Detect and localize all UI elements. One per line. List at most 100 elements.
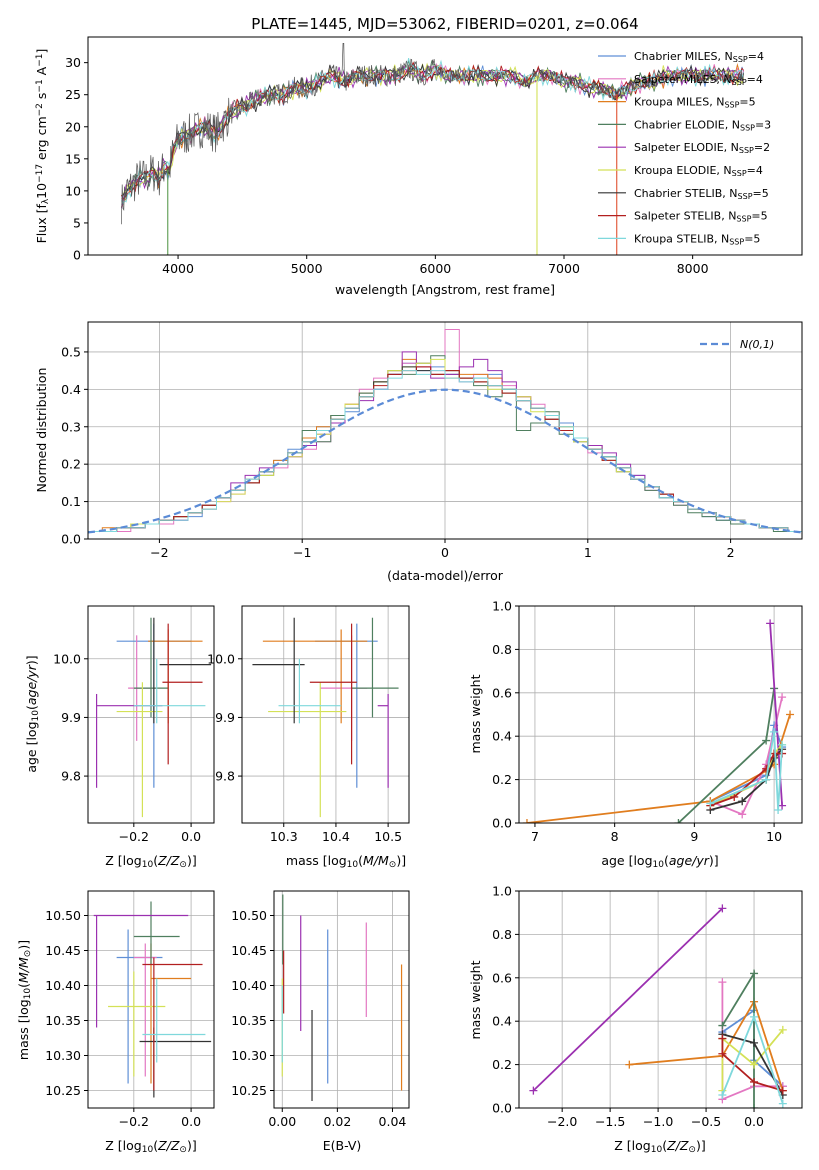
x-tick-label: 10: [766, 829, 782, 844]
y-tick-label: 9.9: [215, 710, 235, 725]
x-tick-label: 10.4: [322, 829, 350, 844]
error-bar-point: [139, 1027, 212, 1098]
weight-marker: [718, 1021, 727, 1030]
x-axis-label: Z [log10(Z/Z⊙)]: [105, 853, 196, 870]
error-bar-point: [142, 957, 203, 1091]
y-tick-label: 0.2: [61, 457, 81, 472]
weight-marker: [750, 1104, 759, 1108]
weight-marker: [718, 1090, 727, 1099]
weight-line: [721, 1029, 784, 1091]
x-tick-label: 10.3: [270, 829, 298, 844]
weight-marker: [730, 792, 739, 801]
weight-marker: [770, 727, 779, 736]
x-tick-label: 9: [690, 829, 698, 844]
y-tick-label: 0.2: [492, 772, 512, 787]
axes-frame: [87, 321, 803, 540]
x-tick-label: 4000: [162, 261, 194, 276]
error-bar-point: [95, 693, 163, 788]
weight-marker: [750, 1077, 759, 1086]
error-bar-point: [108, 971, 166, 1077]
x-axis-label: Z [log10(Z/Z⊙)]: [614, 1138, 705, 1155]
weight-series: [718, 1012, 787, 1108]
y-tick-label: 1.0: [492, 884, 512, 899]
weight-marker: [750, 1060, 759, 1069]
weight-marker: [778, 1086, 787, 1095]
weight-marker: [774, 805, 783, 814]
legend-label: Chabrier STELIB, NSSP=5: [634, 187, 769, 201]
chart-title: PLATE=1445, MJD=53062, FIBERID=0201, z=0…: [251, 15, 638, 33]
x-tick-label: 0.0: [181, 1114, 201, 1129]
weight-marker: [718, 1049, 727, 1058]
x-axis-label: (data-model)/error: [387, 568, 504, 583]
x-tick-label: 7000: [548, 261, 580, 276]
y-tick-label: 10.0: [53, 651, 81, 666]
weight-marker: [750, 1038, 759, 1047]
y-axis-label: Flux [fλ10−17 erg cm−2 s−1 A−1]: [34, 49, 51, 244]
y-tick-label: 10: [65, 183, 81, 198]
y-tick-label: 15: [65, 151, 81, 166]
error-bar-point: [153, 617, 212, 724]
weight-marker: [778, 1025, 787, 1034]
weight-marker: [718, 978, 727, 987]
y-axis-label: mass weight: [468, 674, 483, 753]
y-tick-label: 0.4: [492, 1014, 512, 1029]
x-tick-label: 6000: [419, 261, 451, 276]
weight-series: [718, 1034, 787, 1095]
axes-frame: [518, 605, 803, 824]
y-tick-label: 0.8: [492, 927, 512, 942]
x-tick-label: 10.5: [374, 829, 402, 844]
panel-2: −2 −1 0 1 2 0.0 0.1 0.2 0.3 0.4 0.5 N(0,1) (data-mod…: [34, 321, 803, 583]
x-tick-label: 0.02: [323, 1114, 351, 1129]
axes-frame: [87, 605, 215, 824]
y-tick-label: 10.40: [45, 978, 81, 993]
y-tick-label: 0.0: [492, 1101, 512, 1116]
y-tick-label: 0: [73, 248, 81, 263]
x-axis-label: wavelength [Angstrom, rest frame]: [335, 282, 555, 297]
y-tick-label: 10.45: [45, 943, 81, 958]
y-axis-label: mass weight: [468, 960, 483, 1039]
weight-marker: [718, 1034, 727, 1043]
weight-marker: [778, 740, 787, 749]
legend-label: Chabrier ELODIE, NSSP=3: [634, 118, 771, 132]
axes-frame: [241, 605, 410, 824]
error-bar-point: [133, 943, 157, 1077]
panel-6: −0.2 0.0 10.25 10.30 10.35 10.40 10.45 10.50 Z […: [16, 890, 215, 1155]
y-tick-label: 0.1: [61, 494, 81, 509]
plot-area: [281, 894, 403, 1101]
y-tick-label: 0.6: [492, 970, 512, 985]
weight-series: [529, 904, 727, 1095]
model-spectrum-line: [120, 61, 744, 201]
plot-area: [252, 617, 399, 818]
y-tick-label: 10.25: [45, 1083, 81, 1098]
x-tick-label: 0.00: [268, 1114, 296, 1129]
y-tick-label: 0.4: [492, 729, 512, 744]
observed-spectrum-line: [121, 43, 744, 225]
x-tick-label: 1: [584, 545, 592, 560]
axes-frame: [87, 36, 803, 256]
y-axis-label: Normed distribution: [34, 368, 49, 493]
weight-marker: [529, 1086, 538, 1095]
y-tick-label: 0.4: [61, 382, 81, 397]
axes-frame: [87, 890, 215, 1109]
residual-histogram: [88, 370, 802, 539]
y-tick-label: 0.0: [61, 532, 81, 547]
weight-marker: [770, 749, 779, 758]
legend-label: Salpeter ELODIE, NSSP=2: [634, 141, 770, 155]
error-bar-point: [133, 901, 180, 965]
y-tick-label: 9.8: [61, 769, 81, 784]
panel-8: −2.0 −1.5 −1.0 −0.5 0.0 0.0 0.2 0.4 0.6 0.8 1.0 Z […: [468, 884, 803, 1155]
error-bar-point: [142, 978, 206, 1063]
weight-marker: [718, 904, 727, 913]
plot-area: [120, 43, 745, 255]
x-tick-label: 2: [727, 545, 735, 560]
y-tick-label: 9.8: [215, 769, 235, 784]
weight-marker: [786, 710, 795, 719]
error-bar-point: [116, 682, 163, 818]
weight-marker: [522, 819, 531, 823]
x-tick-label: −2.0: [547, 1114, 577, 1129]
y-tick-label: 10.50: [231, 908, 267, 923]
weight-series: [522, 710, 795, 823]
legend-label: Salpeter MILES, NSSP=4: [634, 73, 763, 87]
x-tick-label: 7: [531, 829, 539, 844]
